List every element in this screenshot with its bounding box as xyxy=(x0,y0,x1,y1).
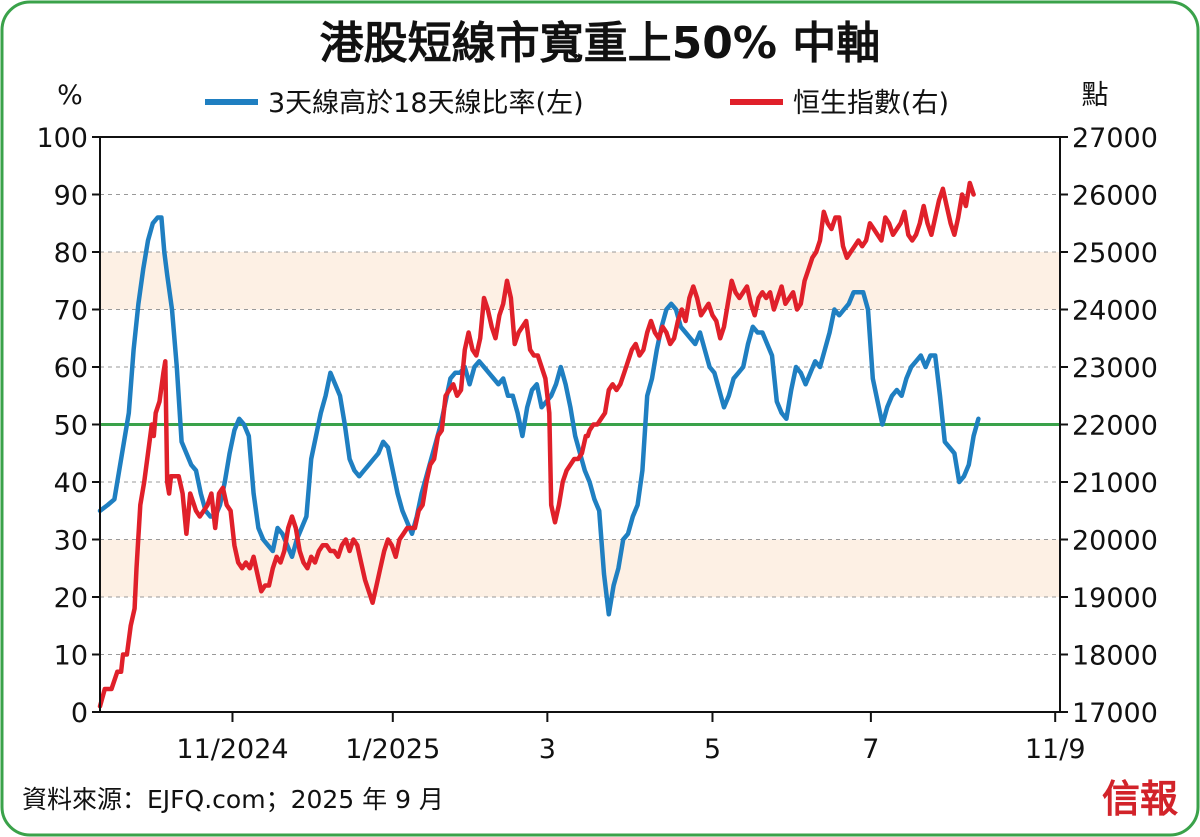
legend-label-breadth: 3天線高於18天線比率(左) xyxy=(268,88,584,119)
x-tick-label: 5 xyxy=(704,734,721,765)
left-tick-label: 30 xyxy=(54,526,88,557)
left-tick-label: 10 xyxy=(54,641,88,672)
shaded-bands xyxy=(100,252,1060,597)
left-tick-label: 40 xyxy=(54,468,88,499)
right-tick-label: 21000 xyxy=(1072,468,1158,499)
left-axis-ticks: 0 10 20 30 40 50 60 70 80 90 100 xyxy=(36,123,100,729)
legend: % 3天線高於18天線比率(左) 恒生指數(右) 點 xyxy=(57,80,1108,119)
right-tick-label: 17000 xyxy=(1072,698,1158,729)
x-tick-label: 7 xyxy=(862,734,879,765)
right-tick-label: 18000 xyxy=(1072,641,1158,672)
x-tick-label: 11/9 xyxy=(1025,734,1086,765)
right-tick-label: 27000 xyxy=(1072,123,1158,154)
right-tick-label: 20000 xyxy=(1072,526,1158,557)
source-note: 資料來源：EJFQ.com；2025 年 9 月 xyxy=(22,785,444,814)
gridlines xyxy=(100,194,1060,655)
right-tick-label: 24000 xyxy=(1072,296,1158,327)
left-tick-label: 0 xyxy=(71,698,88,729)
left-tick-label: 20 xyxy=(54,583,88,614)
right-tick-label: 22000 xyxy=(1072,411,1158,442)
right-axis-ticks: 17000 18000 19000 20000 21000 22000 23000 24000… xyxy=(1060,123,1158,729)
right-unit-label: 點 xyxy=(1082,80,1109,111)
left-tick-label: 60 xyxy=(54,353,88,384)
right-tick-label: 19000 xyxy=(1072,583,1158,614)
left-tick-label: 70 xyxy=(54,296,88,327)
legend-label-index: 恒生指數(右) xyxy=(793,88,949,119)
x-tick-label: 3 xyxy=(539,734,556,765)
x-axis-ticks: 11/2024 1/2025 3 5 7 11/9 xyxy=(176,712,1086,765)
right-tick-label: 23000 xyxy=(1072,353,1158,384)
left-tick-label: 90 xyxy=(54,181,88,212)
chart-title: 港股短線市寬重上50% 中軸 xyxy=(320,18,881,69)
x-tick-label: 11/2024 xyxy=(176,734,288,765)
series-lines xyxy=(97,180,981,709)
left-tick-label: 80 xyxy=(54,238,88,269)
series-line-breadth xyxy=(97,215,981,617)
publisher-logo: 信報 xyxy=(1102,776,1178,821)
right-tick-label: 25000 xyxy=(1072,238,1158,269)
right-tick-label: 26000 xyxy=(1072,181,1158,212)
left-unit-label: % xyxy=(57,80,83,111)
x-tick-label: 1/2025 xyxy=(345,734,440,765)
shaded-band-70-80 xyxy=(100,252,1060,310)
left-tick-label: 100 xyxy=(36,123,88,154)
series-line-hsi xyxy=(97,180,976,709)
left-tick-label: 50 xyxy=(54,411,88,442)
